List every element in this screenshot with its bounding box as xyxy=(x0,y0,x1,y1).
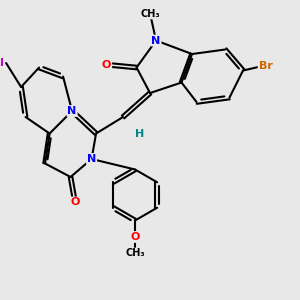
Text: O: O xyxy=(130,232,140,242)
Text: Br: Br xyxy=(259,61,272,71)
Text: N: N xyxy=(152,35,161,46)
Text: I: I xyxy=(0,58,4,68)
Text: H: H xyxy=(135,128,144,139)
Text: O: O xyxy=(70,197,80,208)
Text: O: O xyxy=(102,59,111,70)
Text: N: N xyxy=(87,154,96,164)
Text: CH₃: CH₃ xyxy=(140,8,160,19)
Text: CH₃: CH₃ xyxy=(125,248,145,259)
Text: N: N xyxy=(68,106,77,116)
